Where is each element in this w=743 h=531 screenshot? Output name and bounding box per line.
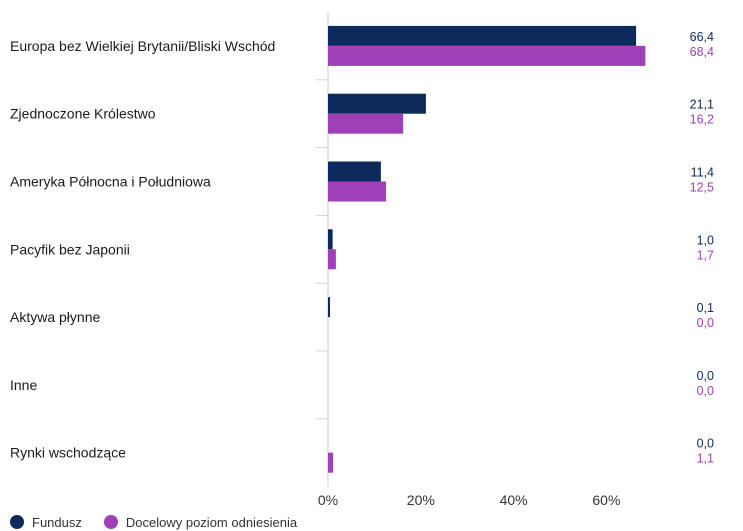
legend: Fundusz Docelowy poziom odniesienia (10, 513, 297, 531)
category-label: Europa bez Wielkiej Brytanii/Bliski Wsch… (10, 38, 275, 54)
data-label-benchmark: 16,2 (690, 113, 714, 127)
data-label-fundusz: 0,0 (697, 369, 714, 383)
x-tick-label: 40% (500, 492, 528, 508)
bar-benchmark (328, 249, 336, 270)
category-label: Pacyfik bez Japonii (10, 241, 130, 257)
category-separators (316, 79, 328, 420)
legend-label-benchmark: Docelowy poziom odniesienia (125, 514, 298, 530)
data-label-benchmark: 68,4 (690, 45, 714, 59)
legend-item-fundusz: Fundusz (10, 515, 82, 530)
data-label-benchmark: 0,0 (697, 316, 714, 330)
x-tick-label: 60% (592, 492, 620, 508)
legend-label-fundusz: Fundusz (32, 514, 82, 530)
category-labels: Europa bez Wielkiej Brytanii/Bliski Wsch… (10, 38, 275, 461)
value-labels: 66,468,421,116,211,412,51,01,70,10,00,00… (690, 30, 714, 466)
bar-benchmark (328, 45, 646, 66)
legend-marker-benchmark (103, 515, 118, 529)
bar-benchmark (328, 452, 334, 473)
data-label-benchmark: 12,5 (690, 181, 714, 195)
category-label: Inne (10, 377, 37, 393)
legend-marker-fundusz (10, 515, 24, 529)
data-label-benchmark: 0,0 (697, 384, 714, 398)
bar-fundusz (328, 297, 330, 318)
category-label: Aktywa płynne (10, 309, 100, 325)
bar-fundusz (328, 25, 637, 46)
x-tick-label: 20% (407, 492, 435, 508)
data-label-fundusz: 66,4 (690, 30, 714, 44)
data-label-fundusz: 11,4 (691, 166, 714, 180)
x-axis-ticks: 0% 20% 40% 60% (318, 492, 621, 508)
data-label-benchmark: 1,1 (697, 452, 714, 466)
bar-benchmark (328, 181, 386, 202)
category-label: Ameryka Północna i Południowa (10, 174, 211, 190)
bar-fundusz (328, 229, 333, 250)
data-label-fundusz: 0,1 (697, 301, 714, 315)
bar-fundusz (328, 161, 381, 182)
data-label-benchmark: 1,7 (697, 248, 714, 262)
data-label-fundusz: 21,1 (690, 98, 714, 112)
bar-fundusz (328, 93, 426, 114)
bar-benchmark (328, 113, 404, 134)
bars-group (328, 25, 646, 473)
data-label-fundusz: 1,0 (697, 233, 714, 247)
legend-item-benchmark: Docelowy poziom odniesienia (103, 514, 298, 530)
category-label: Zjednoczone Królestwo (10, 106, 156, 122)
x-tick-label: 0% (318, 492, 338, 508)
data-label-fundusz: 0,0 (697, 437, 714, 451)
category-label: Rynki wschodzące (10, 445, 126, 461)
